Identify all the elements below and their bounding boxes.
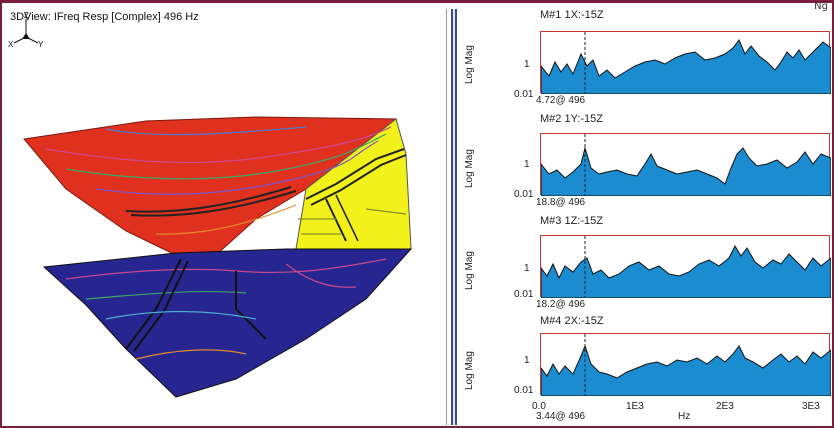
- trace-fill: [541, 244, 831, 298]
- trace-title: M#2 1Y:-15Z: [540, 113, 603, 125]
- top-contours: [45, 126, 392, 235]
- x-unit: Hz: [678, 411, 691, 422]
- trace-plot-svg: [541, 32, 831, 94]
- trace-3[interactable]: M#3 1Z:-15Z Log Mag 1 0.01 18.2@ 496: [460, 215, 832, 315]
- ytick-0.01: 0.01: [514, 89, 534, 100]
- axis-triad: Z X Y: [8, 11, 44, 49]
- trace-plot-svg: [541, 236, 831, 298]
- ytick-0.01: 0.01: [514, 385, 534, 396]
- trace-title: M#1 1X:-15Z: [540, 9, 604, 21]
- plot-area[interactable]: [540, 133, 831, 196]
- plot-area[interactable]: [540, 235, 831, 298]
- trace-readout: 4.72@ 496: [536, 95, 586, 106]
- triad-x-label: X: [8, 40, 14, 49]
- xtick-1: 1E3: [626, 401, 644, 412]
- trace-ylabel: Log Mag: [464, 149, 475, 189]
- trace-ylabel: Log Mag: [464, 351, 475, 391]
- ytick-1: 1: [524, 355, 530, 366]
- trace-title: M#4 2X:-15Z: [540, 315, 604, 327]
- ytick-1: 1: [524, 159, 530, 170]
- trace-ylabel: Log Mag: [464, 45, 475, 85]
- ytick-1: 1: [524, 263, 530, 274]
- trace-title: M#3 1Z:-15Z: [540, 215, 603, 227]
- view3d-title: 3DView: IFreq Resp [Complex] 496 Hz: [10, 11, 199, 23]
- trace-plot-svg: [541, 334, 831, 396]
- plot-area[interactable]: [540, 31, 831, 94]
- traces-panel: M#1 1X:-15Z Log Mag 1 0.01 4.72@ 496 M#2…: [460, 9, 832, 425]
- xtick-3: 3E3: [802, 401, 820, 412]
- panel-splitter[interactable]: [448, 9, 458, 425]
- triad-z-label: Z: [24, 11, 29, 20]
- trace-4[interactable]: M#4 2X:-15Z Log Mag 1 0.01: [460, 315, 832, 415]
- triad-y-label: Y: [38, 40, 44, 49]
- corner-label: Ng: [814, 1, 828, 12]
- trace-4-readout: 3.44@ 496: [536, 411, 586, 422]
- bottom-contours: [65, 258, 387, 360]
- trace-ylabel: Log Mag: [464, 251, 475, 291]
- trace-fill: [541, 344, 831, 396]
- trace-1[interactable]: M#1 1X:-15Z Log Mag 1 0.01 4.72@ 496: [460, 9, 832, 109]
- trace-plot-svg: [541, 134, 831, 196]
- view3d-canvas[interactable]: [6, 9, 446, 425]
- trace-2[interactable]: M#2 1Y:-15Z Log Mag 1 0.01 18.8@ 496: [460, 113, 832, 213]
- trace-fill: [541, 146, 831, 196]
- side-contours: [298, 148, 407, 242]
- view3d-panel[interactable]: 3DView: IFreq Resp [Complex] 496 Hz: [6, 9, 447, 425]
- trace-readout: 18.8@ 496: [536, 197, 586, 208]
- ytick-1: 1: [524, 59, 530, 70]
- trace-fill: [541, 39, 831, 94]
- ytick-0.01: 0.01: [514, 289, 534, 300]
- trace-readout: 18.2@ 496: [536, 299, 586, 310]
- xtick-0: 0.0: [532, 401, 546, 412]
- ytick-0.01: 0.01: [514, 189, 534, 200]
- plot-area[interactable]: [540, 333, 831, 396]
- xtick-2: 2E3: [716, 401, 734, 412]
- bottom-surface: [42, 248, 413, 398]
